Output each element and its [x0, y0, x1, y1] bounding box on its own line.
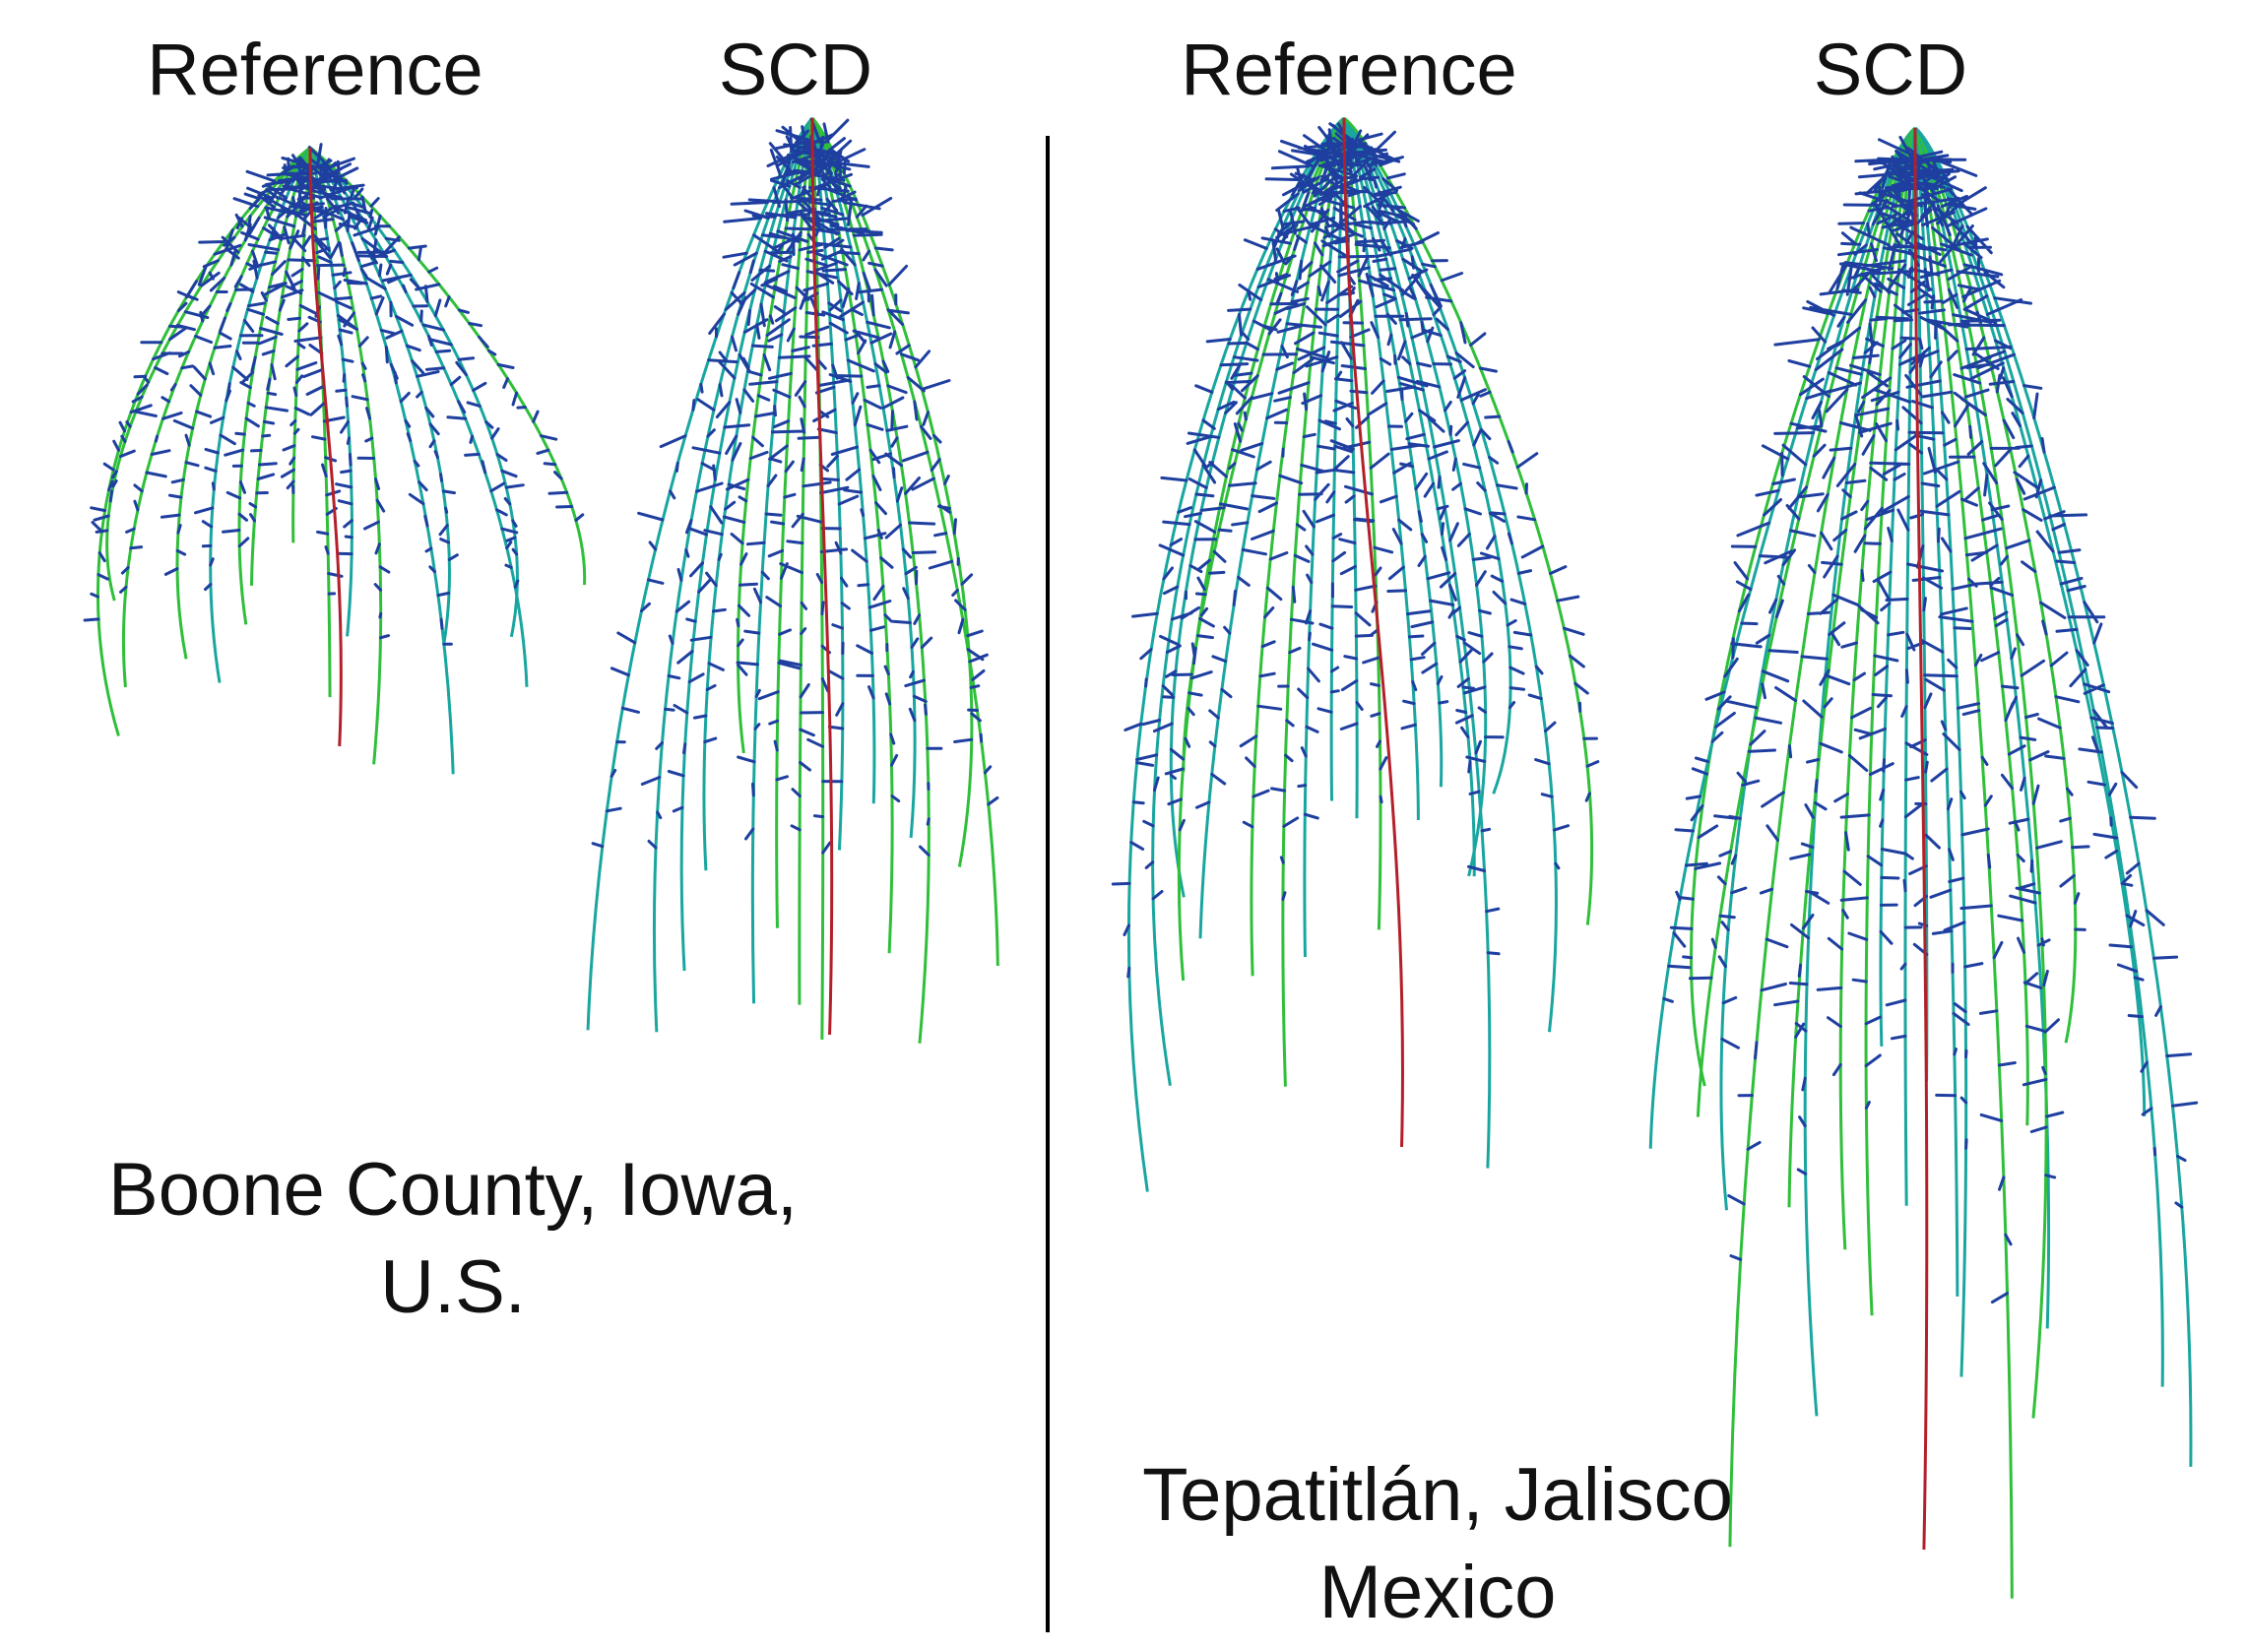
location-jalisco: Tepatitlán, Jalisco Mexico	[1093, 1447, 1782, 1642]
location-iowa: Boone County, Iowa, U.S.	[59, 1142, 847, 1337]
location-jalisco-line1: Tepatitlán, Jalisco	[1142, 1453, 1733, 1537]
header-reference-iowa: Reference	[147, 29, 483, 110]
location-iowa-line1: Boone County, Iowa,	[108, 1148, 798, 1232]
header-scd-iowa: SCD	[718, 29, 873, 110]
root-systems	[83, 116, 2199, 1599]
location-iowa-line2: U.S.	[380, 1244, 526, 1329]
header-reference-jalisco: Reference	[1181, 29, 1517, 110]
panel-divider	[1046, 136, 1050, 1632]
header-scd-jalisco: SCD	[1813, 29, 1968, 110]
location-jalisco-line2: Mexico	[1318, 1550, 1557, 1634]
root-system-scd-jalisco	[1648, 126, 2199, 1599]
root-system-reference-jalisco	[1111, 116, 1600, 1192]
root-system-reference-iowa	[83, 143, 587, 775]
root-system-scd-iowa	[586, 116, 999, 1044]
